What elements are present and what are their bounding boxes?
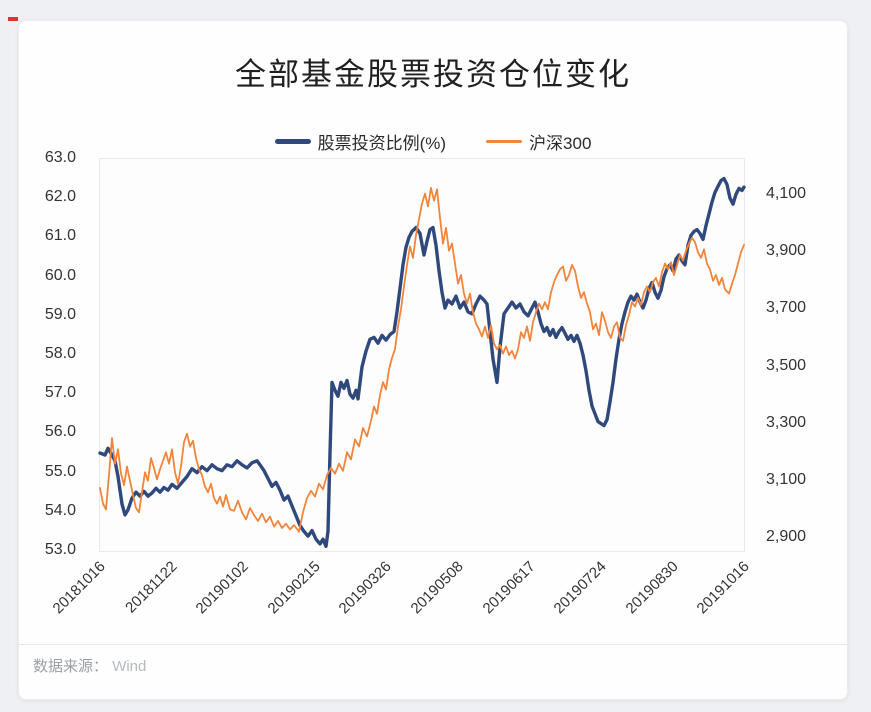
y-axis-left-tick: 56.0 xyxy=(44,423,76,441)
plot-area xyxy=(98,158,746,552)
y-axis-right-tick: 4,100 xyxy=(766,185,807,202)
footer-divider xyxy=(19,644,847,645)
x-axis-tick: 20190830 xyxy=(622,558,682,618)
x-axis-tick: 20190215 xyxy=(264,558,324,618)
legend-label: 股票投资比例(%) xyxy=(317,134,447,153)
data-source: 数据来源： Wind xyxy=(33,655,146,676)
x-axis-tick: 20190508 xyxy=(407,558,467,618)
y-axis-left-tick: 59.0 xyxy=(44,305,76,323)
y-axis-left-tick: 53.0 xyxy=(44,541,76,558)
x-axis-tick: 20181122 xyxy=(122,558,181,617)
y-axis-right-tick: 3,700 xyxy=(766,299,807,317)
legend-item-csi300: 沪深300 xyxy=(486,129,591,154)
y-axis-left-tick: 55.0 xyxy=(44,462,76,480)
y-axis-left-tick: 60.0 xyxy=(44,266,76,284)
legend-line-icon xyxy=(274,139,311,144)
x-axis-tick: 20191016 xyxy=(693,558,754,618)
data-source-value: Wind xyxy=(112,658,147,675)
legend-item-stock-ratio: 股票投资比例(%) xyxy=(274,129,447,154)
y-axis-left-tick: 63.0 xyxy=(44,149,76,166)
chart-title: 全部基金股票投资仓位变化 xyxy=(235,57,631,92)
y-axis-right-tick: 3,500 xyxy=(766,356,807,374)
data-source-label: 数据来源： xyxy=(33,658,109,675)
x-axis-tick: 20190102 xyxy=(192,558,253,618)
x-axis-tick: 20190724 xyxy=(550,558,610,618)
chart-legend: 股票投资比例(%) 沪深300 xyxy=(19,129,847,154)
y-axis-left-tick: 54.0 xyxy=(44,501,76,519)
y-axis-right-tick: 3,900 xyxy=(766,242,807,260)
x-axis-tick: 20190617 xyxy=(479,558,539,618)
y-axis-right-tick: 2,900 xyxy=(766,528,807,545)
legend-label: 沪深300 xyxy=(529,134,592,153)
legend-line-icon xyxy=(486,140,523,143)
series-line-stock-ratio xyxy=(98,176,746,548)
series-line-csi300 xyxy=(99,186,745,533)
y-axis-right-tick: 3,300 xyxy=(766,413,807,431)
red-corner-mark xyxy=(8,17,18,21)
x-axis-tick: 20181016 xyxy=(49,558,110,618)
line-chart-canvas xyxy=(98,176,746,548)
y-axis-right-tick: 3,100 xyxy=(766,470,807,488)
y-axis-left-tick: 58.0 xyxy=(44,345,76,362)
chart-card: 全部基金股票投资仓位变化 股票投资比例(%) 沪深300 Wind 63.0 62… xyxy=(18,20,848,700)
y-axis-left-tick: 61.0 xyxy=(44,227,76,245)
x-axis-tick: 20190326 xyxy=(336,558,396,618)
y-axis-left-tick: 62.0 xyxy=(44,188,76,206)
y-axis-left-tick: 57.0 xyxy=(44,384,76,402)
